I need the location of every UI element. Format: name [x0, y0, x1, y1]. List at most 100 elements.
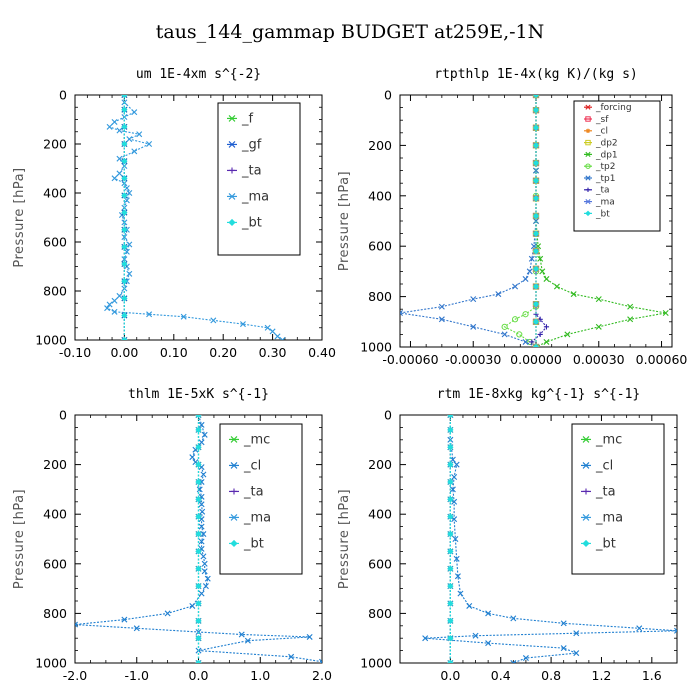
data-point [146, 141, 153, 147]
y-tick-label: 400 [43, 507, 67, 522]
data-point [111, 118, 118, 125]
legend-box [219, 423, 303, 575]
y-tick-label: 200 [368, 138, 392, 153]
panel-3: thlm 1E-5xK s^{-1} Pressure [hPa] 0 200 400 6… [12, 387, 332, 683]
data-point [570, 291, 577, 298]
data-point [274, 333, 281, 340]
data-point [495, 291, 502, 298]
data-point [447, 513, 454, 520]
data-point [200, 553, 207, 560]
data-point [195, 415, 202, 418]
data-point [199, 508, 206, 515]
x-tick-label: 0.10 [160, 345, 188, 360]
legend-marker [228, 141, 236, 148]
legend-marker [228, 193, 236, 200]
data-point [123, 248, 130, 255]
data-point [116, 292, 123, 299]
y-tick-label: 0 [384, 408, 392, 423]
data-point [470, 323, 477, 330]
x-tick-label: -0.00030 [445, 352, 501, 367]
legend-marker [230, 539, 238, 548]
data-point [195, 565, 202, 572]
data-point [195, 444, 202, 451]
data-point [543, 275, 550, 282]
data-point [470, 296, 477, 303]
x-tick-label: -0.10 [59, 345, 91, 360]
data-point [116, 127, 123, 134]
data-point [121, 234, 128, 241]
legend-marker [585, 199, 591, 205]
data-point [121, 192, 128, 199]
data-point [121, 226, 128, 233]
y-tick-label: 800 [43, 606, 67, 621]
data-point [189, 454, 196, 461]
x-tick-label: 2.0 [312, 668, 332, 683]
data-point [121, 209, 128, 216]
series-bt [532, 95, 540, 347]
legend-marker [582, 462, 590, 469]
data-point [453, 461, 460, 468]
legend-entry: _ma [241, 190, 269, 205]
data-point [121, 336, 128, 340]
legend-marker [230, 462, 238, 469]
legend-entry: _bt [595, 209, 610, 219]
legend-entry: _sf [595, 115, 609, 125]
data-point [543, 338, 550, 345]
legend: _f _gf _ta _ma _bt [217, 102, 301, 256]
y-tick-label: 200 [43, 137, 67, 152]
data-point [195, 496, 202, 503]
data-point [195, 461, 202, 468]
data-point [200, 471, 207, 478]
data-point [526, 268, 533, 275]
data-point [522, 655, 529, 662]
data-point [201, 568, 208, 575]
data-point [239, 321, 246, 328]
legend-entry: _bt [241, 216, 262, 231]
data-point [116, 170, 123, 177]
x-tick-label: 0.4 [491, 668, 511, 683]
data-point [533, 344, 539, 347]
data-point [636, 625, 643, 632]
data-point [126, 241, 133, 248]
data-point [195, 426, 202, 434]
data-point [560, 645, 567, 652]
data-point [532, 95, 540, 99]
data-area [104, 95, 286, 340]
y-tick-label: 400 [43, 186, 67, 201]
data-point [447, 600, 454, 607]
legend-entry: _mc [595, 433, 622, 448]
data-point [198, 501, 205, 508]
data-point [522, 275, 529, 282]
data-point [438, 316, 445, 323]
data-point [121, 123, 128, 131]
data-point [532, 248, 540, 255]
series-line [425, 415, 677, 663]
data-point [447, 530, 454, 538]
data-point [674, 627, 677, 634]
legend-marker [585, 104, 591, 110]
data-point [510, 615, 517, 622]
y-axis-label: Pressure [hPa] [337, 489, 352, 589]
y-tick-label: 1000 [35, 656, 67, 671]
x-tick-label: 0.20 [209, 345, 237, 360]
legend-marker [585, 210, 591, 217]
data-point [126, 136, 133, 143]
data-point [195, 548, 202, 555]
data-point [543, 324, 550, 330]
series-ta [529, 95, 550, 347]
legend-marker [585, 175, 591, 181]
data-point [537, 255, 544, 262]
data-point [447, 415, 454, 419]
data-point [201, 560, 208, 567]
data-point [501, 323, 508, 330]
y-tick-label: 1000 [360, 656, 392, 671]
data-point [121, 337, 128, 340]
data-point [104, 305, 111, 312]
x-tick-label: 0.00 [110, 345, 138, 360]
data-point [627, 316, 634, 323]
data-point [447, 444, 454, 451]
panel-title: rtpthlp 1E-4x(kg K)/(kg s) [434, 67, 638, 82]
series-bt [447, 415, 454, 663]
legend-marker [230, 436, 238, 443]
data-point [195, 582, 202, 590]
